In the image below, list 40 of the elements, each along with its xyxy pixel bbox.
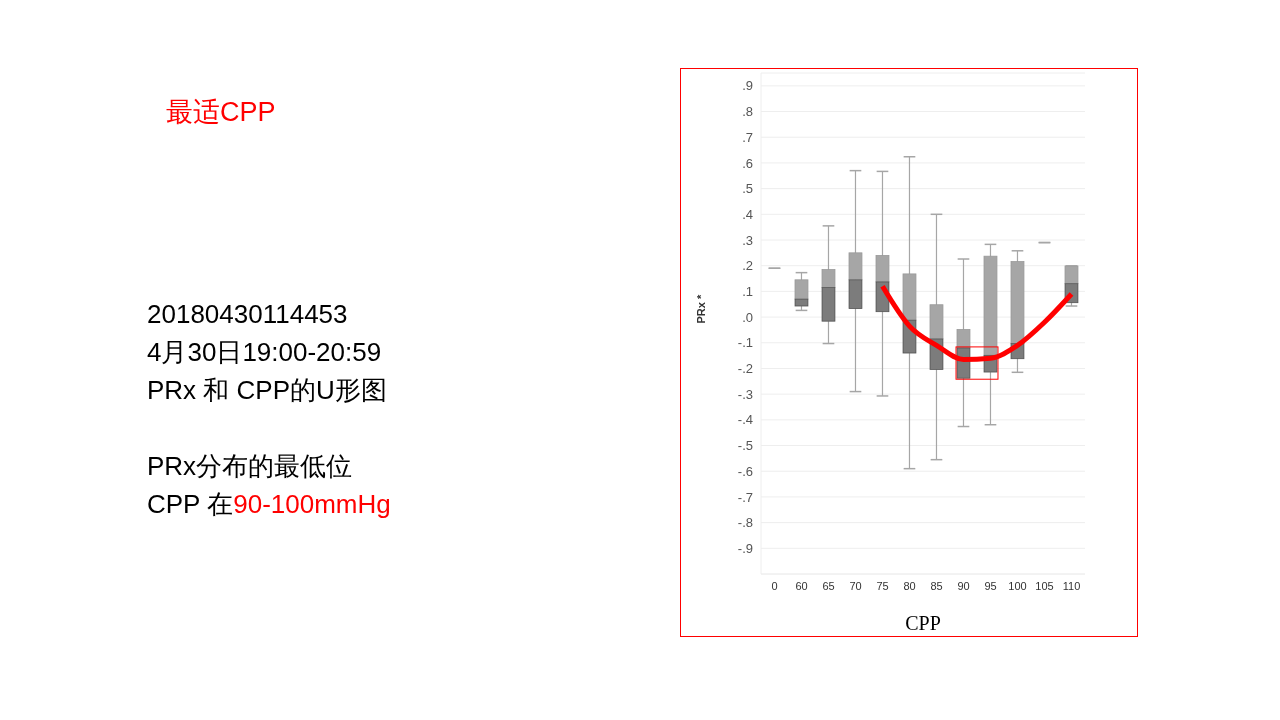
x-axis-title: CPP xyxy=(905,612,941,634)
y-tick-label: .4 xyxy=(742,206,753,222)
text: 4月30日19:00-20:59 xyxy=(147,336,383,369)
text: CPP 在 xyxy=(147,489,234,519)
x-tick-label: 75 xyxy=(876,579,889,592)
y-tick-label: .6 xyxy=(742,155,753,171)
y-tick-label: .2 xyxy=(742,258,753,274)
y-tick-label: .8 xyxy=(742,104,753,120)
y-tick-label: -.9 xyxy=(737,540,753,556)
text: 90-100mmHg xyxy=(233,489,391,519)
y-tick-label: .1 xyxy=(742,284,753,299)
y-tick-label: -.7 xyxy=(737,489,753,505)
y-tick-label: -.3 xyxy=(737,386,753,402)
x-tick-label: 100 xyxy=(1008,579,1027,592)
text: PRx分布的最低位 xyxy=(147,450,354,483)
x-tick-label: 60 xyxy=(795,579,808,592)
y-tick-label: -.4 xyxy=(737,412,753,428)
y-tick-label: .9 xyxy=(742,78,753,94)
x-tick-label: 110 xyxy=(1062,579,1081,592)
x-tick-label: 0 xyxy=(771,579,778,592)
y-tick-label: .3 xyxy=(742,232,753,248)
y-tick-label: .7 xyxy=(742,129,753,145)
text: 20180430114453 xyxy=(147,298,349,331)
x-tick-label: 105 xyxy=(1035,579,1054,592)
x-tick-label: 65 xyxy=(822,579,835,592)
y-tick-label: -.6 xyxy=(737,463,753,479)
y-tick-label: -.1 xyxy=(737,335,753,351)
x-tick-label: 90 xyxy=(957,579,970,592)
x-tick-label: 95 xyxy=(984,579,997,592)
text: PRx 和 CPP的U形图 xyxy=(147,374,388,407)
x-tick-label: 80 xyxy=(903,579,916,592)
y-tick-label: -.5 xyxy=(737,438,753,454)
x-tick-label: 85 xyxy=(930,579,943,592)
y-tick-label: .0 xyxy=(742,309,753,325)
y-tick-label: -.8 xyxy=(737,515,753,531)
y-tick-label: -.2 xyxy=(737,361,753,377)
text: 最适CPP xyxy=(166,96,276,129)
y-axis-title: PRx * xyxy=(694,294,707,324)
x-tick-label: 70 xyxy=(849,579,862,592)
y-tick-label: .5 xyxy=(742,181,753,197)
